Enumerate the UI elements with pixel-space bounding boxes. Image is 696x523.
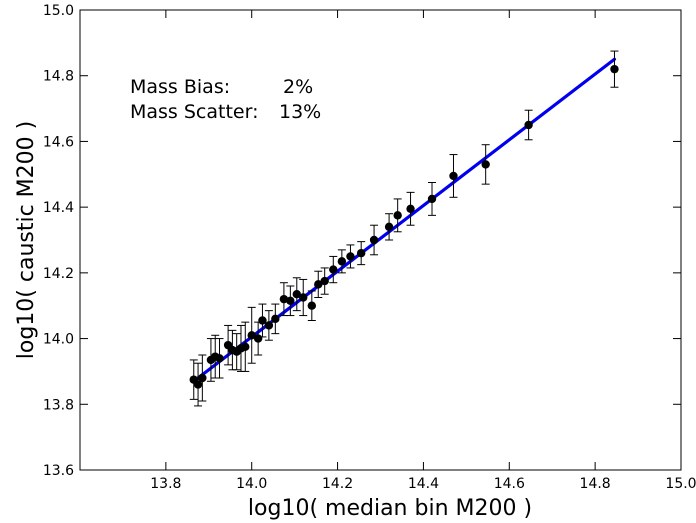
x-tick-label: 14.2: [322, 476, 353, 492]
data-point: [215, 354, 224, 363]
x-tick-label: 13.8: [150, 476, 181, 492]
annotation-bias-label: Mass Bias:: [130, 76, 230, 98]
data-point: [337, 257, 347, 266]
data-point: [307, 301, 317, 310]
x-tick-label: 14.4: [408, 476, 439, 492]
data-point: [241, 342, 250, 351]
y-tick-label: 14.6: [43, 134, 74, 150]
data-point: [384, 222, 394, 232]
point-layer: [189, 64, 619, 389]
data-point: [314, 280, 323, 289]
data-point: [292, 290, 301, 299]
data-point: [193, 380, 203, 389]
tick-layer: 13.8 14.0 14.2 14.4 14.6 14.8 15.0 13.6 13.8 14.0…: [43, 3, 696, 492]
data-point: [329, 265, 338, 274]
y-tick-label: 14.2: [43, 266, 74, 282]
data-point: [247, 331, 256, 340]
y-tick-label: 14.4: [43, 200, 74, 216]
data-point: [258, 316, 267, 325]
x-tick-label: 14.6: [494, 476, 525, 492]
plot-frame: [79, 9, 682, 471]
y-tick-label: 13.6: [43, 463, 74, 479]
fit-line-layer: [192, 57, 617, 383]
annotation-bias-value: 2%: [283, 76, 313, 98]
data-point: [524, 120, 533, 130]
data-point: [356, 248, 366, 258]
y-tick-label: 14.0: [43, 332, 74, 348]
data-point: [253, 334, 263, 343]
data-point: [481, 160, 490, 169]
data-point: [271, 314, 280, 324]
annotation-scatter-value: 13%: [279, 101, 321, 123]
data-point: [264, 321, 274, 330]
data-point: [286, 296, 295, 305]
data-point: [198, 373, 207, 383]
data-point: [393, 211, 402, 220]
data-point: [406, 204, 415, 213]
data-point: [427, 194, 437, 204]
data-point: [449, 171, 458, 181]
y-tick-label: 15.0: [43, 3, 74, 19]
annotation-scatter-label: Mass Scatter:: [130, 101, 259, 123]
x-tick-label: 14.0: [236, 476, 267, 492]
x-axis-label: log10( median bin M200 ): [248, 496, 532, 521]
data-point: [299, 293, 308, 302]
x-tick-label: 14.8: [580, 476, 611, 492]
data-point: [610, 64, 619, 74]
data-point: [279, 294, 289, 304]
y-tick-label: 13.8: [43, 397, 74, 413]
data-point: [346, 252, 355, 261]
fit-line: [192, 57, 617, 383]
x-tick-label: 15.0: [665, 476, 696, 492]
y-axis-label: log10( caustic M200 ): [14, 121, 39, 359]
data-point: [369, 235, 379, 245]
data-point: [320, 276, 329, 286]
y-tick-label: 14.8: [43, 69, 74, 85]
